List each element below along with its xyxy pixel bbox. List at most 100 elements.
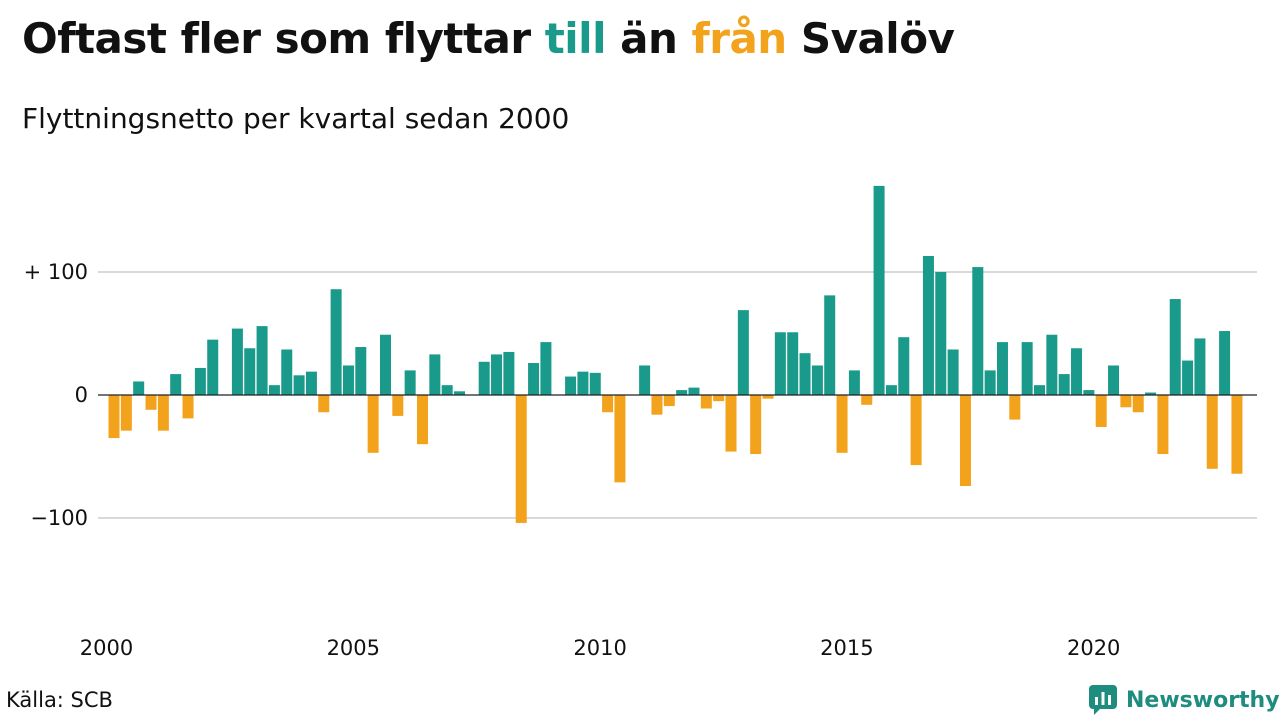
bar — [231, 328, 243, 395]
bar — [281, 349, 293, 395]
bar — [1046, 334, 1058, 395]
title-part-1: Oftast fler som flyttar — [22, 14, 545, 63]
bar — [293, 375, 305, 395]
y-tick-label: 0 — [75, 383, 88, 407]
x-tick-label: 2020 — [1067, 636, 1120, 660]
bar — [565, 376, 577, 395]
y-tick-label: −100 — [30, 506, 88, 530]
bar — [540, 342, 552, 395]
bar — [503, 351, 515, 395]
bar — [528, 363, 540, 395]
bar — [861, 395, 873, 405]
bar — [713, 395, 725, 402]
bar — [268, 385, 280, 395]
bar — [614, 395, 626, 483]
bar — [170, 374, 182, 395]
bar — [922, 256, 934, 395]
newsworthy-chart-logo-icon — [1089, 685, 1117, 715]
bar — [848, 370, 860, 395]
bar — [1157, 395, 1169, 455]
bar — [157, 395, 169, 431]
bar — [194, 367, 206, 395]
bar — [589, 372, 601, 395]
bar — [700, 395, 712, 409]
bar — [182, 395, 194, 419]
bar — [762, 395, 774, 399]
x-tick-label: 2005 — [327, 636, 380, 660]
bar — [1071, 348, 1083, 395]
bar — [417, 395, 428, 445]
bar — [947, 349, 959, 395]
bar — [799, 353, 811, 395]
bar — [1194, 338, 1206, 395]
bar — [1120, 395, 1132, 408]
bar — [984, 370, 996, 395]
bar — [972, 267, 984, 395]
bar — [1095, 395, 1107, 427]
bar — [491, 354, 503, 395]
bar — [651, 395, 663, 415]
bar — [1108, 365, 1120, 395]
title-part-fran: från — [691, 14, 787, 63]
title-part-till: till — [544, 14, 607, 63]
bar — [120, 395, 132, 431]
bar — [515, 395, 527, 523]
bar — [1034, 385, 1045, 395]
chart-subtitle: Flyttningsnetto per kvartal sedan 2000 — [22, 102, 570, 135]
bar — [639, 365, 651, 395]
bar — [256, 326, 268, 395]
y-tick-label: + 100 — [24, 260, 88, 284]
bar — [367, 395, 379, 453]
bar — [774, 332, 786, 395]
bar — [873, 185, 885, 395]
bar — [1132, 395, 1144, 413]
bar — [1083, 390, 1095, 395]
bar — [1169, 299, 1181, 395]
source-label: Källa: SCB — [6, 688, 113, 712]
bar — [1206, 395, 1218, 469]
bar — [725, 395, 737, 452]
brand-logo[interactable]: Newsworthy — [1088, 684, 1280, 716]
bar — [824, 295, 836, 395]
bar — [454, 391, 466, 395]
brand-name: Newsworthy — [1126, 687, 1280, 713]
bar — [392, 395, 404, 416]
bar — [429, 354, 441, 395]
bar — [1145, 392, 1157, 395]
x-tick-label: 2010 — [573, 636, 626, 660]
bar — [836, 395, 848, 453]
bar — [602, 395, 614, 413]
bar — [355, 347, 367, 395]
bar — [441, 385, 453, 395]
bar — [787, 332, 799, 395]
bar — [1009, 395, 1021, 420]
bar — [737, 310, 749, 395]
bar — [750, 395, 762, 455]
bar — [1219, 331, 1231, 395]
bar — [379, 334, 391, 395]
bar — [108, 395, 120, 439]
bar — [676, 390, 688, 395]
bar — [1058, 374, 1070, 395]
bar — [885, 385, 897, 395]
bar — [318, 395, 330, 413]
bar — [935, 272, 947, 395]
bar — [688, 387, 700, 395]
bar — [959, 395, 971, 487]
bar — [305, 371, 317, 395]
bar — [133, 381, 145, 395]
title-part-5: Svalöv — [786, 14, 955, 63]
bar — [910, 395, 922, 466]
x-tick-label: 2015 — [820, 636, 873, 660]
bar — [811, 365, 823, 395]
x-tick-label: 2000 — [80, 636, 133, 660]
bar — [478, 361, 490, 395]
bar — [207, 339, 219, 395]
bar — [342, 365, 354, 395]
bar — [996, 342, 1008, 395]
bar — [898, 337, 910, 395]
bar — [577, 371, 589, 395]
bar — [330, 289, 342, 395]
title-part-3: än — [605, 14, 692, 63]
